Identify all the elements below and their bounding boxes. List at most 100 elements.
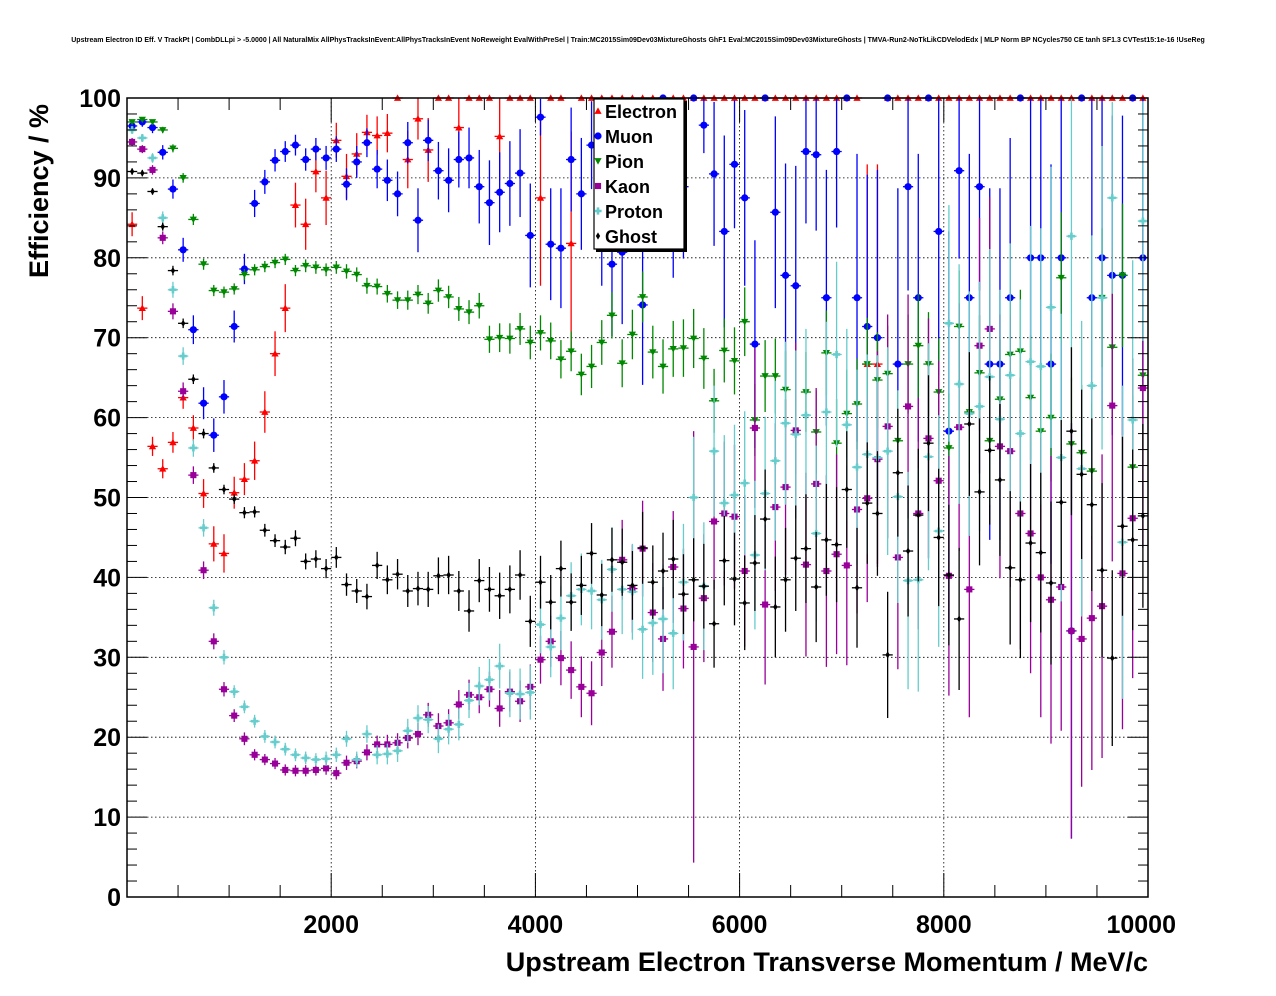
x-tick-label: 6000 [712, 911, 768, 939]
ghost-point [926, 439, 931, 447]
proton-point [342, 735, 351, 743]
ghost-point [773, 603, 778, 611]
ghost-point [814, 583, 819, 591]
muon-point [536, 113, 545, 121]
electron-point [373, 131, 381, 139]
ghost-point [232, 495, 237, 503]
proton-point [975, 402, 984, 411]
ghost-point [303, 557, 308, 566]
proton-point [353, 755, 361, 764]
ghost-point [946, 571, 952, 579]
muon-point [751, 340, 759, 348]
electron-point [148, 442, 157, 450]
muon-point [506, 179, 514, 188]
ghost-point [1130, 536, 1135, 544]
kaon-point [557, 655, 564, 662]
y-axis-title: Efficiency / % [24, 104, 54, 278]
ghost-point [129, 167, 135, 176]
muon-point [434, 167, 443, 175]
kaon-point [261, 756, 268, 763]
ghost-point [956, 615, 962, 623]
muon-point [935, 227, 943, 236]
ghost-point [344, 580, 349, 589]
proton-point [741, 479, 749, 487]
legend: Electron Muon Pion Kaon Proton Ghost [593, 98, 687, 252]
pion-point [148, 119, 157, 126]
pion-point [291, 267, 300, 275]
y-tick-label: 50 [93, 485, 121, 513]
proton-point [1026, 358, 1035, 366]
proton-point [251, 717, 259, 725]
kaon-point [302, 767, 309, 774]
ghost-point [140, 169, 145, 177]
electron-point [567, 239, 575, 247]
pion-point [679, 345, 688, 352]
ghost-point [1059, 498, 1064, 506]
proton-point [159, 214, 167, 222]
pion-point [353, 271, 361, 279]
kaon-point [139, 146, 146, 153]
legend-shadow-right [684, 101, 687, 251]
ghost-point [466, 607, 472, 615]
ghost-point [323, 565, 329, 573]
proton-point [496, 662, 504, 670]
muon-point [302, 155, 310, 164]
pion-point [414, 291, 422, 299]
proton-point [455, 720, 463, 729]
ghost-point [885, 651, 890, 659]
proton-point [649, 619, 657, 627]
proton-point [526, 688, 534, 697]
muon-point [199, 399, 208, 407]
kaon-point [608, 628, 616, 635]
kaon-point [200, 567, 207, 574]
legend-label-kaon: Kaon [605, 177, 650, 197]
pion-point [302, 262, 310, 270]
muon-point [832, 147, 841, 156]
pion-point [220, 289, 228, 296]
ghost-point [1028, 539, 1033, 547]
ghost-point [609, 556, 615, 564]
kaon-point [343, 759, 350, 766]
pion-point [526, 339, 534, 347]
pion-point [741, 318, 749, 326]
muon-point [220, 393, 228, 401]
muon-point [475, 183, 483, 191]
legend-entry-proton: Proton [594, 202, 663, 222]
muon-point [822, 294, 830, 302]
proton-point [1037, 362, 1045, 371]
ghost-point [967, 420, 972, 428]
ghost-point [1079, 470, 1084, 478]
proton-point [404, 727, 412, 735]
legend-entry-ghost: Ghost [595, 227, 657, 247]
pion-point [639, 294, 647, 301]
legend-marker-kaon [594, 182, 602, 190]
pion-point [608, 312, 616, 319]
proton-point [516, 690, 524, 698]
proton-point [802, 411, 810, 419]
muon-point [312, 145, 320, 153]
electron-point [281, 304, 289, 312]
kaon-point [905, 403, 912, 410]
pion-point [659, 363, 667, 371]
ghost-point [487, 585, 492, 593]
legend-label-pion: Pion [605, 152, 644, 172]
legend-label-proton: Proton [605, 202, 663, 222]
proton-point [291, 751, 300, 759]
kaon-point [1088, 615, 1095, 622]
ghost-point [538, 578, 543, 586]
electron-point [220, 549, 228, 557]
chart-title: Upstream Electron ID Eff. V TrackPt | Co… [71, 37, 1205, 44]
proton-point [639, 625, 647, 633]
muon-point [281, 147, 289, 156]
pion-point [577, 371, 585, 379]
pion-point [567, 348, 575, 355]
legend-marker-pion [594, 158, 602, 165]
proton-point [169, 286, 177, 294]
pion-point [485, 336, 494, 343]
pion-point [261, 263, 269, 271]
y-tick-label: 40 [93, 564, 121, 592]
ghost-point [671, 555, 676, 563]
pion-point [383, 290, 391, 298]
proton-point [690, 493, 698, 502]
